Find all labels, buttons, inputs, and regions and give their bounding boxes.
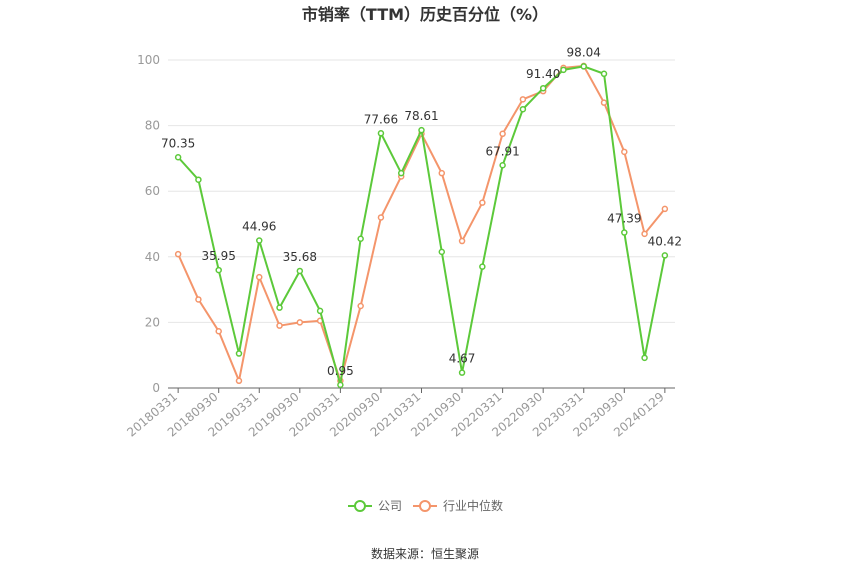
data-label-company: 44.96 [242, 220, 276, 234]
data-point-company [256, 237, 263, 244]
y-tick-label: 80 [145, 119, 160, 133]
data-point-company [337, 381, 344, 389]
data-point-industry [256, 273, 263, 281]
data-point-industry [458, 237, 466, 245]
data-point-industry [641, 230, 648, 238]
data-label-company: 78.61 [404, 109, 438, 123]
x-tick-layer: 2018033120180930201903312019093020200331… [124, 388, 667, 440]
data-point-company [641, 354, 648, 362]
legend-label-company: 公司 [378, 499, 402, 513]
data-point-company [519, 105, 527, 113]
legend[interactable]: 公司 行业中位数 [348, 498, 503, 513]
data-label-company: 47.39 [607, 212, 641, 226]
data-point-company [539, 84, 547, 92]
data-point-company [661, 252, 669, 259]
data-point-industry [174, 250, 182, 258]
data-point-industry [600, 99, 608, 106]
data-label-company: 4.67 [449, 352, 476, 366]
data-point-industry [621, 148, 628, 156]
data-point-company [215, 266, 222, 274]
data-point-industry [438, 169, 446, 177]
data-point-company [174, 154, 182, 161]
legend-label-industry: 行业中位数 [443, 498, 503, 513]
data-point-industry [296, 319, 304, 326]
y-tick-label: 20 [145, 315, 160, 329]
legend-swatch-marker-industry [419, 500, 431, 512]
data-label-company: 67.91 [485, 144, 519, 158]
data-point-company [276, 304, 283, 311]
data-point-industry [235, 377, 243, 385]
data-point-company [357, 235, 364, 243]
data-point-company [499, 162, 506, 169]
chart-title: 市销率（TTM）历史百分位（%） [302, 5, 548, 24]
data-point-company [397, 169, 405, 177]
y-tick-label: 60 [145, 184, 160, 198]
series-layer [174, 62, 669, 389]
data-point-industry [377, 214, 385, 221]
data-point-company [560, 66, 567, 74]
data-point-company [377, 130, 385, 137]
data-point-company [235, 350, 243, 357]
legend-item-company[interactable]: 公司 [348, 499, 402, 513]
data-point-company [479, 263, 486, 270]
data-point-industry [215, 328, 222, 335]
data-point-industry [661, 205, 669, 213]
data-point-industry [479, 199, 486, 206]
y-tick-label: 0 [152, 381, 160, 395]
data-point-industry [195, 296, 202, 303]
legend-swatch-marker-company [354, 500, 366, 512]
y-tick-label: 100 [137, 53, 160, 67]
legend-item-industry[interactable]: 行业中位数 [413, 498, 503, 513]
data-point-company [195, 176, 202, 183]
grid-layer [168, 59, 675, 323]
data-point-industry [357, 302, 364, 310]
data-point-company [580, 63, 587, 70]
data-point-company [458, 369, 466, 376]
y-tick-label: 40 [145, 250, 160, 264]
data-label-layer: 70.35 35.95 44.96 35.68 0.95 77.66 78.61 4.67 67… [161, 45, 682, 377]
data-point-industry [499, 130, 506, 138]
data-label-company: 77.66 [364, 112, 398, 126]
data-point-industry [276, 322, 283, 329]
data-point-industry [519, 96, 527, 103]
data-label-company: 35.68 [283, 250, 317, 264]
data-point-company [418, 126, 425, 134]
y-tick-layer: 0 20 40 60 80 100 [137, 53, 160, 395]
data-point-company [621, 229, 628, 236]
data-point-company [316, 307, 324, 315]
data-label-company: 70.35 [161, 136, 195, 150]
data-label-company: 0.95 [327, 364, 354, 378]
data-point-company [438, 248, 446, 256]
data-label-company: 91.40 [526, 67, 560, 81]
data-label-company: 40.42 [648, 234, 682, 248]
source-note: 数据来源：恒生聚源 [371, 546, 479, 561]
data-point-company [600, 70, 608, 78]
data-label-company: 35.95 [202, 249, 236, 263]
data-point-company [296, 267, 304, 275]
data-label-company: 98.04 [567, 45, 601, 59]
